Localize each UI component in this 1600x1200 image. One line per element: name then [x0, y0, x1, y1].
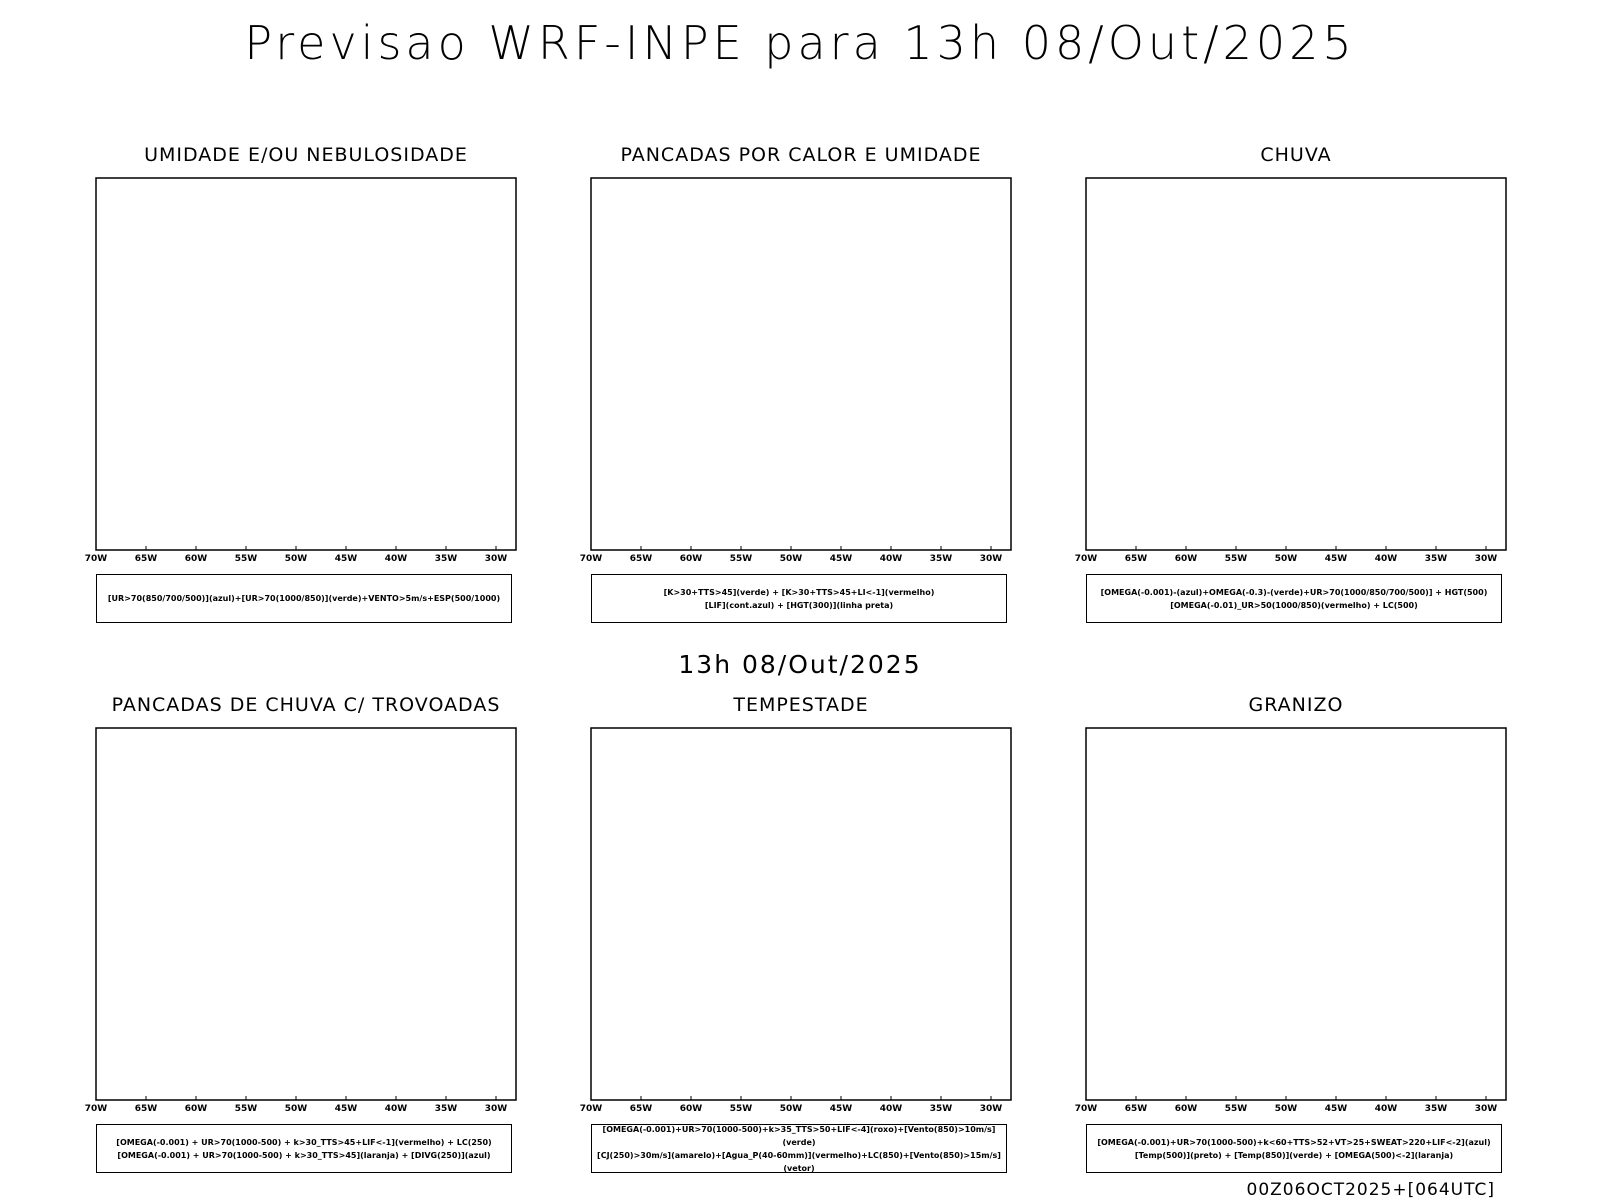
lon-tick-label: 55W — [1225, 1104, 1248, 1114]
lon-tick-label: 55W — [730, 1104, 753, 1114]
lon-tick-label: 70W — [1075, 1104, 1098, 1114]
lon-tick-label: 50W — [1275, 1104, 1298, 1114]
lon-tick-label: 55W — [235, 554, 258, 564]
map-granizo: -3-6-9-12-15-18-21-2412S15S18S21S24S27S3… — [1075, 727, 1507, 1114]
map-tempestade: 4012S15S18S21S24S27S30S33S36S39S42S70W65… — [580, 727, 1012, 1114]
lon-tick-label: 45W — [830, 1104, 853, 1114]
lon-tick-label: 35W — [930, 1104, 953, 1114]
lon-tick-label: 35W — [1425, 1104, 1448, 1114]
lon-tick-label: 60W — [680, 554, 703, 564]
lon-tick-label: 40W — [1375, 554, 1398, 564]
lon-tick-label: 35W — [435, 1104, 458, 1114]
map-frame — [1085, 727, 1507, 1101]
lon-tick-label: 50W — [285, 1104, 308, 1114]
lon-tick-label: 45W — [1325, 1104, 1348, 1114]
lon-tick-label: 70W — [85, 554, 108, 564]
lon-tick-label: 65W — [1125, 1104, 1148, 1114]
legend-box: [K>30+TTS>45](verde) + [K>30+TTS>45+LI<-… — [591, 574, 1007, 623]
main-title: Previsao WRF-INPE para 13h 08/Out/2025 — [244, 16, 1356, 70]
lon-tick-label: 70W — [580, 554, 603, 564]
lon-tick-label: 50W — [1275, 554, 1298, 564]
run-time-footer: 00Z06OCT2025+[064UTC] — [1246, 1180, 1495, 1200]
map-frame — [590, 727, 1012, 1101]
lon-tick-label: 70W — [580, 1104, 603, 1114]
lon-tick-label: 40W — [385, 1104, 408, 1114]
lon-tick-label: 65W — [630, 554, 653, 564]
legend-box: [OMEGA(-0.001)-(azul)+OMEGA(-0.3)-(verde… — [1086, 574, 1502, 623]
lon-tick-label: 65W — [630, 1104, 653, 1114]
lon-tick-label: 40W — [385, 554, 408, 564]
legend-line: [Temp(500)](preto) + [Temp(850)](verde) … — [1134, 1150, 1454, 1160]
lon-tick-label: 65W — [135, 554, 158, 564]
legend-box: [UR>70(850/700/500)](azul)+[UR>70(1000/8… — [96, 574, 512, 623]
legend-line: [CJ(250)>30m/s](amarelo)+[Agua_P(40-60mm… — [597, 1150, 1001, 1173]
panel-title: PANCADAS DE CHUVA C/ TROVOADAS — [111, 694, 501, 716]
lon-tick-label: 40W — [1375, 1104, 1398, 1114]
legend-line: [UR>70(850/700/500)](azul)+[UR>70(1000/8… — [107, 594, 501, 603]
lon-tick-label: 35W — [435, 554, 458, 564]
legend-line: [LIF](cont.azul) + [HGT(300)](linha pret… — [704, 600, 894, 610]
lon-tick-label: 35W — [930, 554, 953, 564]
lon-tick-label: 30W — [980, 554, 1003, 564]
lon-tick-label: 50W — [780, 1104, 803, 1114]
lon-tick-label: 30W — [1475, 1104, 1498, 1114]
lon-tick-label: 45W — [335, 554, 358, 564]
lon-tick-label: 30W — [485, 554, 508, 564]
panel-title: PANCADAS POR CALOR E UMIDADE — [620, 144, 982, 166]
lon-tick-label: 45W — [335, 1104, 358, 1114]
lon-tick-label: 35W — [1425, 554, 1448, 564]
forecast-time-title: 13h 08/Out/2025 — [678, 650, 922, 679]
legend-line: [OMEGA(-0.001)-(azul)+OMEGA(-0.3)-(verde… — [1100, 587, 1488, 597]
legend-line: [OMEGA(-0.001) + UR>70(1000-500) + k>30_… — [116, 1137, 492, 1147]
lon-tick-label: 65W — [1125, 554, 1148, 564]
lon-tick-label: 40W — [880, 1104, 903, 1114]
legend-line: [OMEGA(-0.001) + UR>70(1000-500) + k>30_… — [117, 1150, 491, 1160]
map-frame — [95, 177, 517, 551]
map-frame — [590, 177, 1012, 551]
map-chuva: 57657357056756456155858212S15S18S21S24S2… — [1075, 177, 1507, 564]
map-frame — [1085, 177, 1507, 551]
lon-tick-label: 60W — [1175, 554, 1198, 564]
lon-tick-label: 55W — [1225, 554, 1248, 564]
lon-tick-label: 70W — [85, 1104, 108, 1114]
lon-tick-label: 45W — [830, 554, 853, 564]
lon-tick-label: 40W — [880, 554, 903, 564]
lon-tick-label: 30W — [1475, 554, 1498, 564]
legend-box: [OMEGA(-0.001)+UR>70(1000-500)+k>35_TTS>… — [591, 1124, 1007, 1173]
legend-line: [K>30+TTS>45](verde) + [K>30+TTS>45+LI<-… — [663, 587, 935, 597]
map-frame — [95, 727, 517, 1101]
map-umidade: 1008101210161020102455255856457057612S15… — [85, 177, 517, 564]
lon-tick-label: 60W — [680, 1104, 703, 1114]
lon-tick-label: 50W — [780, 554, 803, 564]
legend-line: [OMEGA(-0.001)+UR>70(1000-500)+k<60+TTS>… — [1097, 1137, 1491, 1147]
lon-tick-label: 45W — [1325, 554, 1348, 564]
map-pancadas-calor: 96009520944093609280920012S15S18S21S24S2… — [580, 177, 1012, 564]
legend-box: [OMEGA(-0.001) + UR>70(1000-500) + k>30_… — [96, 1124, 512, 1173]
panel-title: CHUVA — [1260, 144, 1332, 166]
panel-title: TEMPESTADE — [733, 694, 869, 716]
legend-box: [OMEGA(-0.001)+UR>70(1000-500)+k<60+TTS>… — [1086, 1124, 1502, 1173]
lon-tick-label: 55W — [235, 1104, 258, 1114]
lon-tick-label: 55W — [730, 554, 753, 564]
lon-tick-label: 30W — [485, 1104, 508, 1114]
lon-tick-label: 60W — [185, 554, 208, 564]
legend-line: [OMEGA(-0.001)+UR>70(1000-500)+k>35_TTS>… — [602, 1124, 996, 1147]
map-trovoadas: 12S15S18S21S24S27S30S33S36S39S42S70W65W6… — [85, 727, 517, 1114]
lon-tick-label: 50W — [285, 554, 308, 564]
lon-tick-label: 65W — [135, 1104, 158, 1114]
lon-tick-label: 30W — [980, 1104, 1003, 1114]
panel-title: UMIDADE E/OU NEBULOSIDADE — [144, 144, 468, 166]
legend-line: [OMEGA(-0.01)_UR>50(1000/850)(vermelho) … — [1170, 600, 1418, 610]
lon-tick-label: 60W — [185, 1104, 208, 1114]
lon-tick-label: 70W — [1075, 554, 1098, 564]
panel-title: GRANIZO — [1248, 694, 1344, 716]
lon-tick-label: 60W — [1175, 1104, 1198, 1114]
